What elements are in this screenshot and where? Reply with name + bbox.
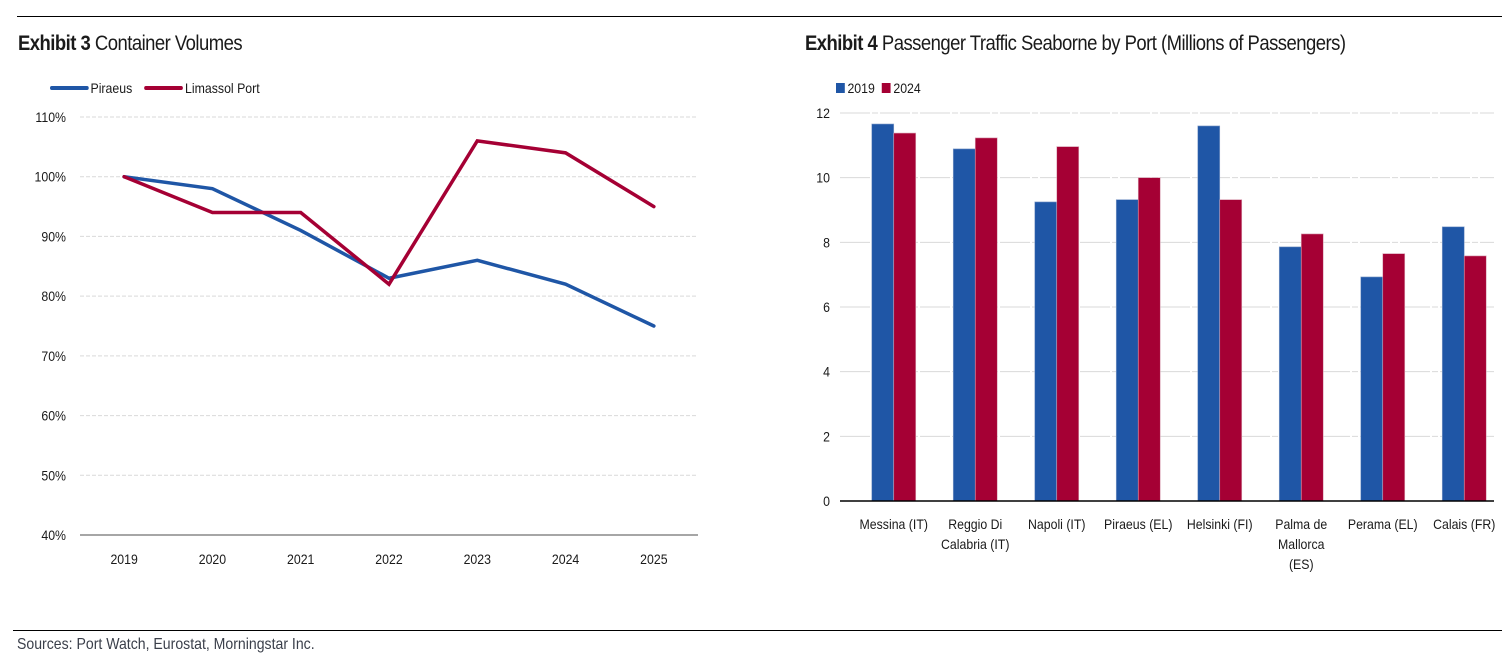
exhibit3-title-text: Container Volumes [94,32,243,55]
y-tick-label: 40% [41,527,66,543]
legend-item-limassol: Limassol Port [144,80,260,96]
legend-label-2024: 2024 [893,80,921,96]
x-tick-label: Mallorca [1278,536,1325,552]
x-tick-label: 2023 [464,551,491,567]
x-tick-label: Helsinki (FI) [1187,516,1253,532]
x-tick-label: Calais (FR) [1433,516,1495,532]
x-tick-label: (ES) [1289,556,1314,572]
passenger-traffic-chart: 0 2 4 6 8 10 12 Messina (IT) Reggio Di Calabria (… [816,105,1495,572]
legend-swatch-2024 [881,83,891,93]
legend-item-2019: 2019 [836,80,875,96]
bar-2019 [1197,125,1221,502]
bar-2019 [952,148,976,502]
bar-2024 [974,137,998,502]
y-tick-label: 60% [41,408,66,424]
bar-2019 [1278,246,1302,502]
x-tick-label: Messina (IT) [860,516,928,532]
exhibit4-title: Exhibit 4 Passenger Traffic Seaborne by … [805,32,1346,56]
legend-label-piraeus: Piraeus [90,80,133,96]
exhibit4-label: Exhibit 4 [805,32,878,55]
x-tick-label: 2024 [552,551,579,567]
x-tick-label: Piraeus (EL) [1104,516,1172,532]
bar-2024 [1382,253,1406,502]
legend-swatch-2019 [836,83,845,93]
exhibit4-title-text: Passenger Traffic Seaborne by Port (Mill… [881,32,1346,55]
y-tick-label: 12 [816,105,830,121]
y-tick-label: 4 [823,364,830,380]
exhibit3-title: Exhibit 3 Container Volumes [18,32,243,56]
bar-2024 [1137,177,1161,502]
bar-2024 [1300,233,1324,502]
bar-2019 [1360,276,1384,502]
exhibit3-label: Exhibit 3 [18,32,91,55]
x-tick-label: Napoli (IT) [1028,516,1085,532]
bar-2024 [1219,199,1243,502]
bar-2024 [893,132,917,502]
series-line-piraeus [122,174,656,328]
y-tick-label: 80% [41,288,66,304]
bar-2024 [1056,146,1080,502]
x-tick-label: Calabria (IT) [941,536,1009,552]
exhibit4-legend: 2019 2024 [836,80,933,96]
legend-swatch-piraeus [50,86,89,90]
x-tick-label: Reggio Di [948,516,1002,532]
bar-2019 [1441,226,1465,502]
legend-swatch-limassol [144,86,184,90]
source-note: Sources: Port Watch, Eurostat, Morningst… [17,636,315,653]
bar-2019 [1034,201,1058,502]
bar-2019 [871,123,895,502]
x-tick-label: 2020 [199,551,226,567]
x-tick-label: 2019 [110,551,137,567]
bar-2024 [1463,255,1487,502]
bottom-rule [13,630,1502,631]
y-tick-label: 100% [35,169,67,185]
x-tick-label: Perama (EL) [1348,516,1418,532]
y-tick-label: 110% [35,109,66,125]
y-tick-label: 70% [41,348,66,364]
x-tick-label: Palma de [1275,516,1327,532]
legend-label-limassol: Limassol Port [185,80,260,96]
series-line-limassol-port [122,138,656,287]
container-volumes-chart: 40% 50% 60% 70% 80% 90% 100% 110% 2019 2020 2021 20… [35,109,698,567]
y-tick-label: 50% [41,468,66,484]
top-rule [17,16,1502,17]
x-tick-label: 2025 [640,551,667,567]
x-tick-label: 2022 [375,551,402,567]
legend-label-2019: 2019 [847,80,875,96]
y-tick-label: 0 [823,493,830,509]
exhibit3-legend: Piraeus Limassol Port [50,80,272,96]
y-tick-label: 6 [823,299,830,315]
legend-item-piraeus: Piraeus [50,80,132,96]
x-tick-label: 2021 [287,551,314,567]
legend-item-2024: 2024 [881,80,921,96]
bar-2019 [1115,199,1139,502]
y-tick-label: 10 [816,170,830,186]
y-tick-label: 8 [823,235,830,251]
y-tick-label: 90% [41,229,66,245]
y-tick-label: 2 [823,429,830,445]
